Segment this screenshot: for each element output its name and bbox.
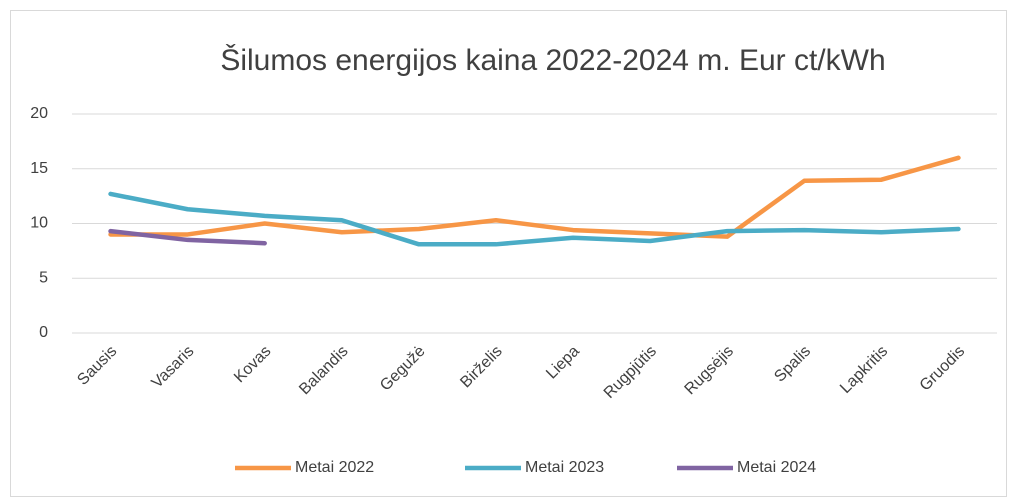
chart-title: Šilumos energijos kaina 2022-2024 m. Eur… xyxy=(220,43,885,77)
series-line xyxy=(108,228,267,246)
legend-label: Metai 2022 xyxy=(295,459,374,476)
y-tick-label: 15 xyxy=(30,160,48,177)
legend-label: Metai 2024 xyxy=(737,459,816,476)
y-tick-label: 5 xyxy=(39,269,48,286)
y-tick-label: 10 xyxy=(30,215,48,232)
series-line xyxy=(108,191,961,247)
y-tick-label: 0 xyxy=(39,324,48,341)
chart-frame xyxy=(10,10,1007,497)
legend-label: Metai 2023 xyxy=(525,459,604,476)
y-tick-label: 20 xyxy=(30,105,48,122)
series-line xyxy=(108,155,961,239)
